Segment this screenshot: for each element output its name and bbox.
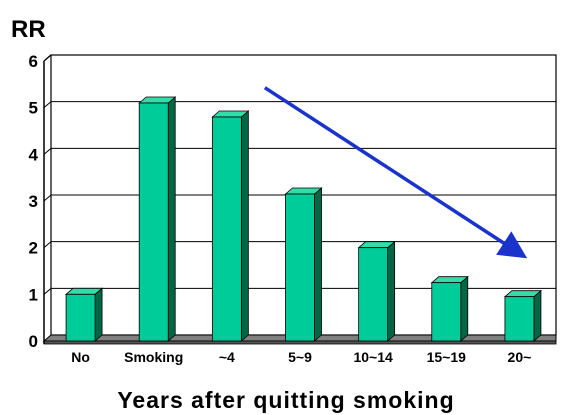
grid-line-depth [43, 101, 52, 109]
x-tick-label: ~4 [219, 349, 235, 365]
trend-arrow-line [263, 86, 528, 259]
y-tick-label: 4 [29, 145, 39, 164]
x-tick-label: Smoking [124, 349, 183, 365]
y-tick-label: 6 [29, 52, 38, 71]
bar-front [285, 193, 315, 342]
bar-front [211, 116, 242, 342]
bar-top [284, 187, 323, 195]
y-axis [43, 54, 52, 344]
bar-front [138, 102, 169, 342]
bar [430, 275, 469, 342]
trend-arrow [263, 86, 528, 259]
grid-line-depth [43, 194, 52, 202]
bar-top [430, 276, 469, 284]
bar [503, 289, 543, 342]
x-tick-label: No [71, 349, 90, 365]
bar-front [358, 247, 389, 342]
bar-side [314, 187, 322, 342]
y-tick-label: 3 [29, 192, 38, 211]
bar-side [387, 240, 396, 342]
y-tick-label: 0 [29, 332, 38, 351]
bar [357, 240, 396, 342]
bar-side [533, 289, 542, 342]
y-tick-label: 1 [29, 285, 38, 304]
y-tick-label: 5 [29, 99, 38, 118]
bar-side [460, 275, 469, 342]
x-tick-labels: No Smoking ~4 5~9 10~14 15~19 20~ [71, 349, 531, 365]
bar-top [357, 241, 396, 249]
x-axis-label: Years after quitting smoking [117, 387, 454, 413]
bar-side [240, 110, 249, 342]
bars [64, 96, 543, 342]
bar-top [211, 110, 250, 118]
bar-front [65, 293, 96, 342]
bar [138, 96, 177, 342]
bar-side [94, 287, 103, 342]
bar [64, 287, 104, 342]
bar [284, 187, 323, 342]
bar-top [138, 96, 177, 104]
y-axis-label: RR [11, 16, 46, 43]
bar [211, 110, 250, 342]
grid-line-depth [43, 147, 52, 155]
grid-line-depth [43, 241, 52, 249]
x-tick-label: 15~19 [427, 349, 467, 365]
grid-line-depth [43, 287, 52, 295]
x-tick-label: 20~ [508, 349, 532, 365]
x-tick-label: 5~9 [288, 349, 312, 365]
bar-side [167, 96, 176, 342]
y-tick-labels: 0 1 2 3 4 5 6 [29, 52, 39, 351]
bar-front [504, 296, 535, 342]
bar-top [503, 290, 543, 298]
y-tick-label: 2 [29, 239, 38, 258]
bar-front [431, 282, 462, 342]
bar-top [64, 287, 104, 295]
x-tick-label: 10~14 [353, 349, 393, 365]
